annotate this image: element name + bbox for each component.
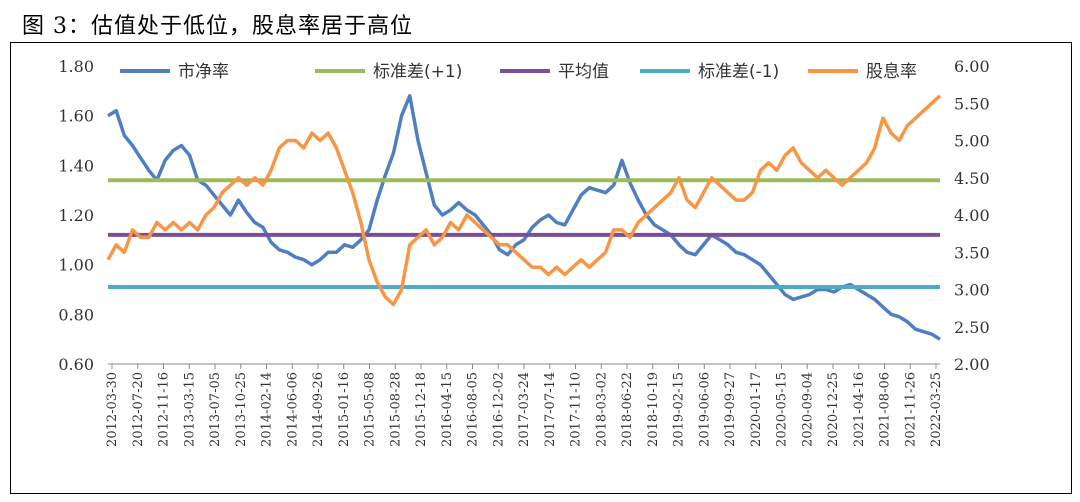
y-right-tick-label: 2.50	[954, 318, 990, 337]
legend-label: 标准差(-1)	[698, 62, 779, 82]
x-tick-label: 2016-08-05	[466, 372, 481, 447]
x-tick-label: 2012-03-30	[105, 372, 120, 447]
y-left-tick-label: 1.40	[58, 156, 94, 175]
x-tick-label: 2019-06-06	[697, 372, 712, 447]
y-left-tick-label: 0.60	[58, 355, 94, 374]
legend-label: 平均值	[558, 62, 609, 82]
y-left-tick-label: 1.80	[58, 57, 94, 76]
y-right-tick-label: 4.00	[954, 206, 990, 225]
x-tick-label: 2015-01-16	[337, 372, 352, 447]
chart-frame	[10, 42, 1072, 494]
x-tick-label: 2021-08-06	[878, 372, 893, 447]
x-tick-label: 2020-05-15	[775, 372, 790, 447]
x-tick-label: 2021-11-26	[903, 372, 918, 447]
y-right-tick-label: 5.00	[954, 132, 990, 151]
y-right-tick-label: 3.50	[954, 243, 990, 262]
x-tick-label: 2016-12-02	[491, 372, 506, 447]
x-tick-label: 2019-02-15	[672, 372, 687, 447]
x-tick-label: 2015-05-08	[363, 372, 378, 447]
x-tick-label: 2017-07-14	[543, 372, 558, 447]
y-right-tick-label: 4.50	[954, 169, 990, 188]
y-left-tick-label: 0.80	[58, 305, 94, 324]
x-tick-label: 2016-04-15	[440, 372, 455, 447]
x-tick-label: 2014-09-26	[311, 372, 326, 447]
x-tick-label: 2012-11-16	[157, 372, 172, 447]
x-tick-label: 2013-07-05	[208, 372, 223, 447]
x-tick-label: 2017-11-10	[569, 372, 584, 447]
series-line-4	[106, 94, 942, 307]
x-tick-label: 2015-12-18	[414, 372, 429, 447]
x-tick-label: 2019-09-27	[723, 372, 738, 447]
x-tick-label: 2013-03-15	[182, 372, 197, 447]
series-line-0	[107, 94, 941, 341]
legend-label: 标准差(+1)	[373, 62, 462, 82]
x-tick-label: 2015-08-28	[388, 372, 403, 447]
x-tick-label: 2021-04-16	[852, 372, 867, 447]
x-tick-label: 2014-02-14	[260, 372, 275, 447]
x-tick-label: 2017-03-24	[517, 372, 532, 447]
y-left-tick-label: 1.00	[58, 256, 94, 275]
x-tick-label: 2018-03-02	[594, 372, 609, 447]
y-right-tick-label: 3.00	[954, 281, 990, 300]
y-left-tick-label: 1.20	[58, 206, 94, 225]
legend-label: 市净率	[178, 62, 229, 82]
x-tick-label: 2020-01-17	[749, 372, 764, 447]
chart-title: 图 3：估值处于低位，股息率居于高位	[22, 14, 413, 39]
x-tick-label: 2014-06-06	[285, 372, 300, 447]
x-tick-label: 2012-07-20	[131, 372, 146, 447]
x-tick-label: 2018-06-22	[620, 372, 635, 447]
y-right-tick-label: 2.00	[954, 355, 990, 374]
y-right-tick-label: 6.00	[954, 57, 990, 76]
x-tick-label: 2018-10-19	[646, 372, 661, 447]
legend-label: 股息率	[866, 62, 917, 82]
y-right-tick-label: 5.50	[954, 94, 990, 113]
x-tick-label: 2013-10-25	[234, 372, 249, 447]
y-left-tick-label: 1.60	[58, 107, 94, 126]
x-tick-label: 2020-12-25	[826, 372, 841, 447]
x-tick-label: 2020-09-04	[800, 372, 815, 447]
x-tick-label: 2022-03-25	[929, 372, 944, 447]
